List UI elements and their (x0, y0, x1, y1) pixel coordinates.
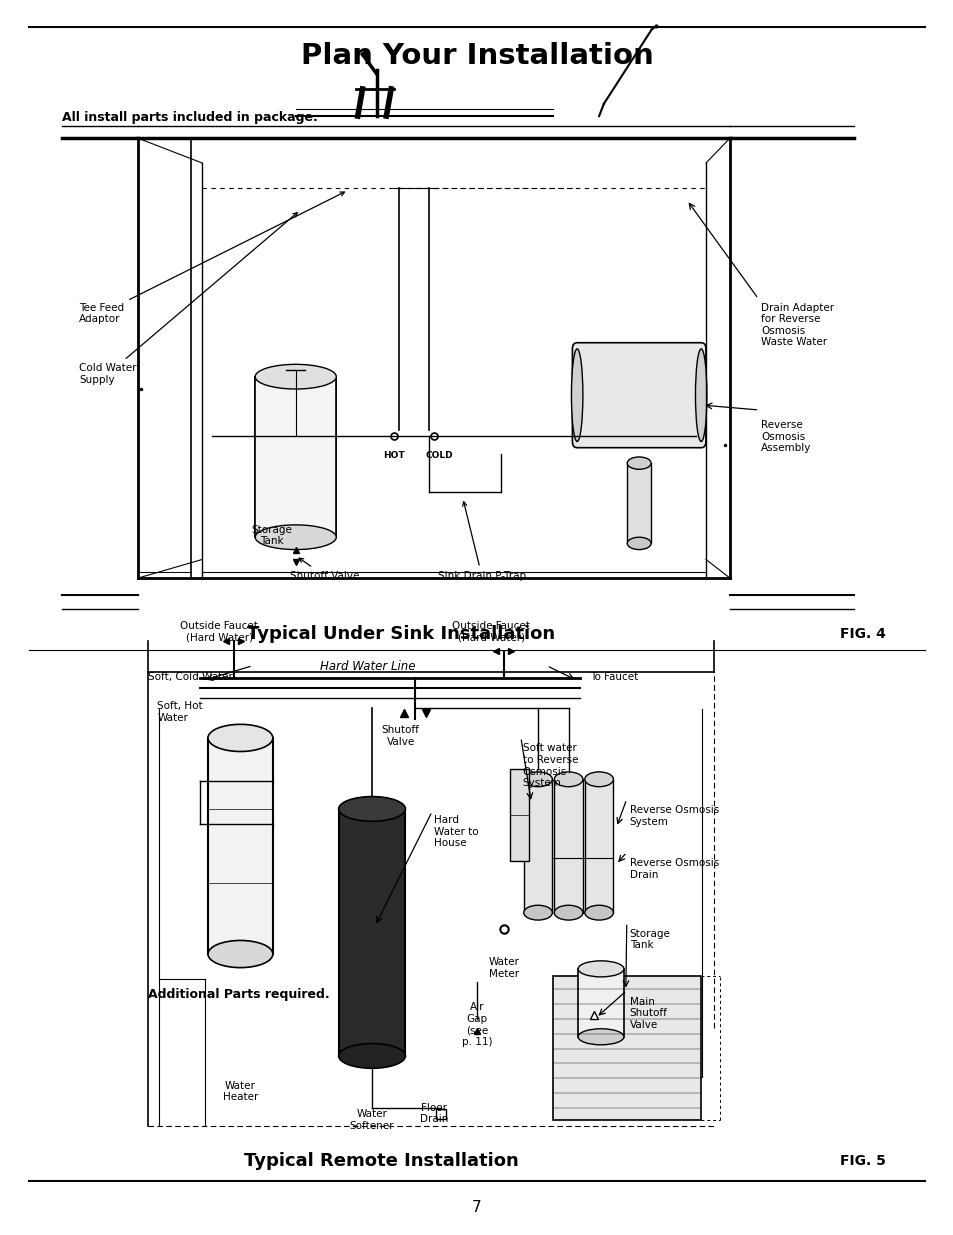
Text: Outside Faucet
(Hard Water): Outside Faucet (Hard Water) (180, 621, 258, 642)
Text: Soft, Cold Water: Soft, Cold Water (148, 672, 233, 682)
Bar (255, 377, 335, 537)
Ellipse shape (554, 772, 582, 787)
Text: 7: 7 (472, 1200, 481, 1215)
Bar (627, 463, 651, 543)
Text: Typical Under Sink Installation: Typical Under Sink Installation (247, 625, 554, 642)
Bar (523, 779, 552, 913)
Text: Water
Heater: Water Heater (222, 1081, 258, 1102)
Text: Shutoff Valve: Shutoff Valve (290, 558, 358, 580)
Bar (553, 976, 700, 1120)
Text: Soft water
to Reverse
Osmosis
System: Soft water to Reverse Osmosis System (522, 743, 578, 788)
Bar (584, 779, 613, 913)
Text: Reverse Osmosis
System: Reverse Osmosis System (629, 805, 719, 826)
Ellipse shape (627, 457, 650, 469)
Bar (208, 739, 273, 953)
Text: To Faucet: To Faucet (589, 672, 638, 682)
Ellipse shape (584, 772, 613, 787)
Ellipse shape (254, 525, 335, 550)
Text: Outside Faucet
(Hard Water): Outside Faucet (Hard Water) (452, 621, 530, 642)
Ellipse shape (554, 905, 582, 920)
Ellipse shape (338, 1044, 405, 1068)
Bar (338, 809, 405, 1056)
Text: COLD: COLD (425, 451, 452, 459)
Ellipse shape (254, 364, 335, 389)
Text: Storage
Tank: Storage Tank (252, 525, 292, 546)
Text: Main
Shutoff
Valve: Main Shutoff Valve (629, 997, 667, 1030)
Text: Hard
Water to
House: Hard Water to House (434, 815, 478, 848)
Ellipse shape (578, 1029, 623, 1045)
Ellipse shape (338, 797, 405, 821)
FancyBboxPatch shape (572, 342, 705, 447)
Bar (578, 968, 623, 1037)
Text: Water
Meter: Water Meter (488, 957, 518, 978)
Bar (510, 768, 529, 862)
Text: Reverse Osmosis
Drain: Reverse Osmosis Drain (629, 858, 719, 879)
Text: HOT: HOT (383, 451, 404, 459)
Text: Tee Feed
Adaptor: Tee Feed Adaptor (79, 193, 344, 324)
Ellipse shape (571, 348, 582, 441)
Text: Air
Gap
(see
p. 11): Air Gap (see p. 11) (461, 1003, 492, 1047)
Text: Storage
Tank: Storage Tank (629, 929, 670, 950)
Text: Hard Water Line: Hard Water Line (319, 659, 415, 673)
Ellipse shape (208, 724, 273, 751)
Text: Soft, Hot
Water: Soft, Hot Water (157, 701, 203, 722)
Text: Typical Remote Installation: Typical Remote Installation (244, 1152, 518, 1170)
Ellipse shape (208, 941, 273, 968)
Text: All install parts included in package.: All install parts included in package. (62, 111, 317, 124)
Ellipse shape (584, 905, 613, 920)
Ellipse shape (695, 348, 706, 441)
Bar (554, 779, 582, 913)
Ellipse shape (578, 961, 623, 977)
Text: Floor
Drain: Floor Drain (419, 1103, 448, 1124)
Text: Additional Parts required.: Additional Parts required. (148, 988, 329, 1000)
Text: Drain Adapter
for Reverse
Osmosis
Waste Water: Drain Adapter for Reverse Osmosis Waste … (760, 303, 834, 347)
Text: Cold Water
Supply: Cold Water Supply (79, 212, 297, 384)
Ellipse shape (627, 537, 650, 550)
Text: Plan Your Installation: Plan Your Installation (300, 42, 653, 69)
Text: Sink Drain P-Trap: Sink Drain P-Trap (437, 501, 525, 580)
Text: Reverse
Osmosis
Assembly: Reverse Osmosis Assembly (760, 420, 811, 453)
Text: FIG. 4: FIG. 4 (839, 626, 884, 641)
Text: FIG. 5: FIG. 5 (839, 1153, 884, 1168)
Ellipse shape (523, 905, 552, 920)
Text: Water
Softener: Water Softener (350, 1109, 394, 1130)
Ellipse shape (523, 772, 552, 787)
Text: Shutoff
Valve: Shutoff Valve (381, 725, 419, 746)
